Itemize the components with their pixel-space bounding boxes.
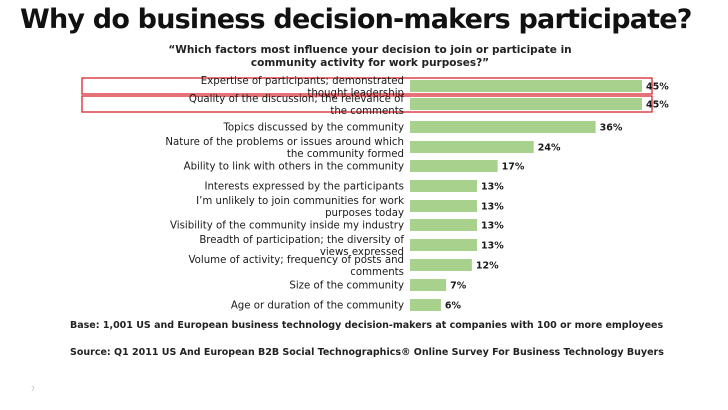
category-label: Nature of the problems or issues around … xyxy=(165,137,404,160)
bar xyxy=(410,299,441,311)
category-label: Expertise of participants; demonstrated t… xyxy=(201,76,404,99)
category-label: Volume of activity; frequency of posts a… xyxy=(188,255,404,278)
category-label: Breadth of participation; the diversity … xyxy=(199,235,404,258)
bar xyxy=(410,180,478,192)
bar xyxy=(410,219,478,231)
bar xyxy=(410,160,498,172)
source-note: Source: Q1 2011 US And European B2B Soci… xyxy=(70,347,664,358)
chart-title: “Which factors most influence your decis… xyxy=(168,44,572,69)
category-label: I’m unlikely to join communities for wor… xyxy=(196,196,404,219)
bar xyxy=(410,279,447,291)
category-label: Quality of the discussion; the relevance… xyxy=(189,94,404,117)
value-label: 45% xyxy=(646,100,669,111)
bar xyxy=(410,141,534,153)
bar xyxy=(410,200,478,212)
category-label: Age or duration of the community xyxy=(231,301,404,312)
slide-title: Why do business decision-makers particip… xyxy=(20,4,692,35)
bar xyxy=(410,98,642,110)
category-label: Size of the community xyxy=(289,281,404,292)
highlight-frame xyxy=(81,95,653,113)
page-number: 7 xyxy=(31,386,35,393)
value-label: 13% xyxy=(481,182,504,193)
highlight-frame xyxy=(81,77,653,95)
category-label: Topics discussed by the community xyxy=(222,123,404,134)
category-label: Interests expressed by the participants xyxy=(204,182,404,193)
value-label: 13% xyxy=(481,241,504,252)
value-label: 6% xyxy=(445,301,462,312)
category-label: Visibility of the community inside my in… xyxy=(170,221,404,232)
value-label: 7% xyxy=(450,281,467,292)
value-label: 13% xyxy=(481,202,504,213)
bar xyxy=(410,121,596,133)
value-label: 24% xyxy=(538,143,561,154)
value-label: 36% xyxy=(600,123,623,134)
value-label: 45% xyxy=(646,82,669,93)
value-label: 17% xyxy=(502,162,525,173)
bar xyxy=(410,80,642,92)
bar xyxy=(410,259,472,271)
bar xyxy=(410,239,478,251)
base-note: Base: 1,001 US and European business tec… xyxy=(70,320,664,331)
value-label: 13% xyxy=(481,221,504,232)
category-label: Ability to link with others in the commu… xyxy=(184,162,404,173)
value-label: 12% xyxy=(476,261,499,272)
